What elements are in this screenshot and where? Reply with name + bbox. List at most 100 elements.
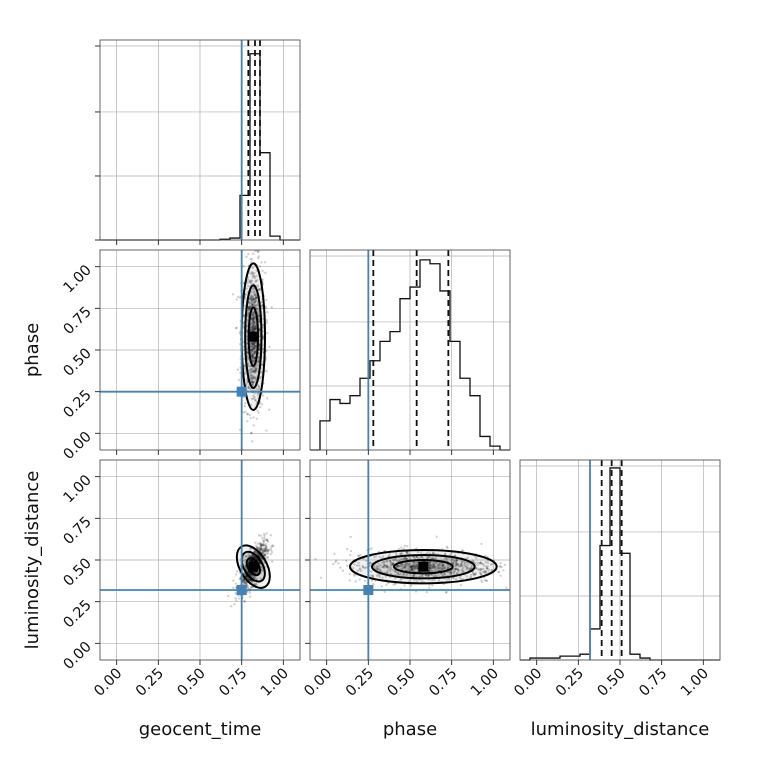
sample-point bbox=[259, 542, 263, 545]
sample-point bbox=[249, 417, 252, 420]
sample-point bbox=[437, 567, 440, 570]
sample-point bbox=[250, 327, 253, 330]
x-tick-label: 0.75 bbox=[426, 666, 460, 700]
sample-point bbox=[251, 316, 254, 320]
sample-point bbox=[248, 578, 252, 582]
sample-point bbox=[251, 554, 254, 557]
sample-point bbox=[252, 367, 255, 370]
sample-point bbox=[267, 549, 271, 552]
sample-point bbox=[410, 568, 413, 571]
sample-point bbox=[246, 590, 249, 593]
sample-point bbox=[252, 346, 255, 349]
sample-point bbox=[258, 405, 262, 409]
sample-point bbox=[410, 565, 414, 569]
sample-point bbox=[252, 342, 255, 346]
sample-point bbox=[255, 387, 258, 390]
sample-point bbox=[261, 570, 264, 573]
sample-point bbox=[433, 566, 436, 570]
sample-point bbox=[257, 359, 260, 362]
sample-point bbox=[253, 368, 257, 371]
sample-point bbox=[242, 580, 245, 583]
sample-point bbox=[237, 597, 241, 600]
x-tick-label: 0.00 bbox=[301, 666, 335, 700]
sample-point bbox=[430, 570, 434, 573]
sample-point bbox=[389, 566, 393, 569]
x-axis-label-phase: phase bbox=[383, 719, 437, 740]
sample-point bbox=[249, 595, 252, 598]
sample-point bbox=[251, 380, 254, 384]
sample-point bbox=[473, 561, 477, 564]
sample-point bbox=[270, 551, 274, 554]
sample-point bbox=[266, 540, 270, 543]
sample-point bbox=[249, 483, 251, 485]
sample-point bbox=[259, 548, 262, 551]
sample-point bbox=[253, 277, 257, 280]
sample-point bbox=[389, 561, 392, 564]
sample-point bbox=[251, 329, 254, 332]
sample-point bbox=[479, 568, 483, 571]
sample-point bbox=[252, 322, 255, 325]
sample-point bbox=[510, 565, 512, 567]
sample-point bbox=[251, 384, 255, 387]
sample-point bbox=[403, 564, 407, 567]
sample-point bbox=[264, 271, 267, 274]
sample-point bbox=[254, 324, 257, 328]
sample-point bbox=[455, 563, 459, 567]
sample-point bbox=[383, 565, 387, 568]
sample-point bbox=[250, 341, 254, 345]
sample-point bbox=[353, 574, 356, 577]
sample-point bbox=[249, 574, 253, 577]
sample-point bbox=[261, 363, 264, 367]
sample-point bbox=[368, 562, 372, 565]
sample-point bbox=[469, 567, 472, 571]
sample-point bbox=[261, 549, 265, 552]
sample-point bbox=[412, 574, 415, 578]
sample-point bbox=[253, 304, 256, 307]
sample-point bbox=[377, 574, 381, 577]
sample-point bbox=[429, 556, 433, 560]
x-tick-label: 0.25 bbox=[133, 666, 167, 700]
sample-point bbox=[480, 568, 483, 571]
sample-point bbox=[263, 554, 267, 557]
sample-point bbox=[251, 377, 254, 381]
sample-point bbox=[403, 557, 406, 561]
y-tick-label: 1.00 bbox=[61, 262, 95, 296]
x-axis-label-luminosity-distance: luminosity_distance bbox=[531, 719, 710, 740]
sample-point bbox=[484, 560, 488, 564]
sample-point bbox=[264, 549, 267, 553]
sample-point bbox=[255, 367, 258, 371]
sample-point bbox=[466, 561, 469, 564]
y-tick-label: 0.00 bbox=[61, 639, 95, 673]
sample-point bbox=[266, 552, 269, 556]
sample-point bbox=[252, 321, 256, 324]
sample-point bbox=[254, 550, 258, 554]
sample-point bbox=[252, 312, 256, 316]
sample-point bbox=[256, 360, 260, 363]
x-tick-label: 0.25 bbox=[343, 666, 377, 700]
sample-point bbox=[375, 565, 378, 568]
sample-point bbox=[388, 559, 392, 563]
sample-point bbox=[427, 555, 431, 559]
sample-point bbox=[254, 344, 258, 348]
sample-point bbox=[258, 315, 261, 319]
sample-point bbox=[411, 569, 414, 573]
sample-point bbox=[505, 586, 508, 590]
sample-point bbox=[378, 568, 382, 572]
sample-point bbox=[254, 350, 257, 353]
sample-point bbox=[243, 579, 246, 582]
sample-point bbox=[454, 577, 458, 581]
sample-point bbox=[252, 316, 256, 319]
sample-point bbox=[264, 547, 268, 551]
sample-point bbox=[252, 370, 255, 374]
sample-point bbox=[261, 543, 264, 547]
sample-point bbox=[253, 550, 257, 554]
sample-point bbox=[483, 570, 486, 573]
sample-point bbox=[484, 570, 488, 573]
sample-point bbox=[253, 352, 257, 355]
sample-point bbox=[411, 564, 415, 567]
sample-point bbox=[485, 566, 489, 570]
sample-point bbox=[237, 378, 241, 382]
sample-point bbox=[256, 307, 259, 311]
sample-point bbox=[250, 559, 253, 563]
sample-point bbox=[250, 376, 253, 380]
